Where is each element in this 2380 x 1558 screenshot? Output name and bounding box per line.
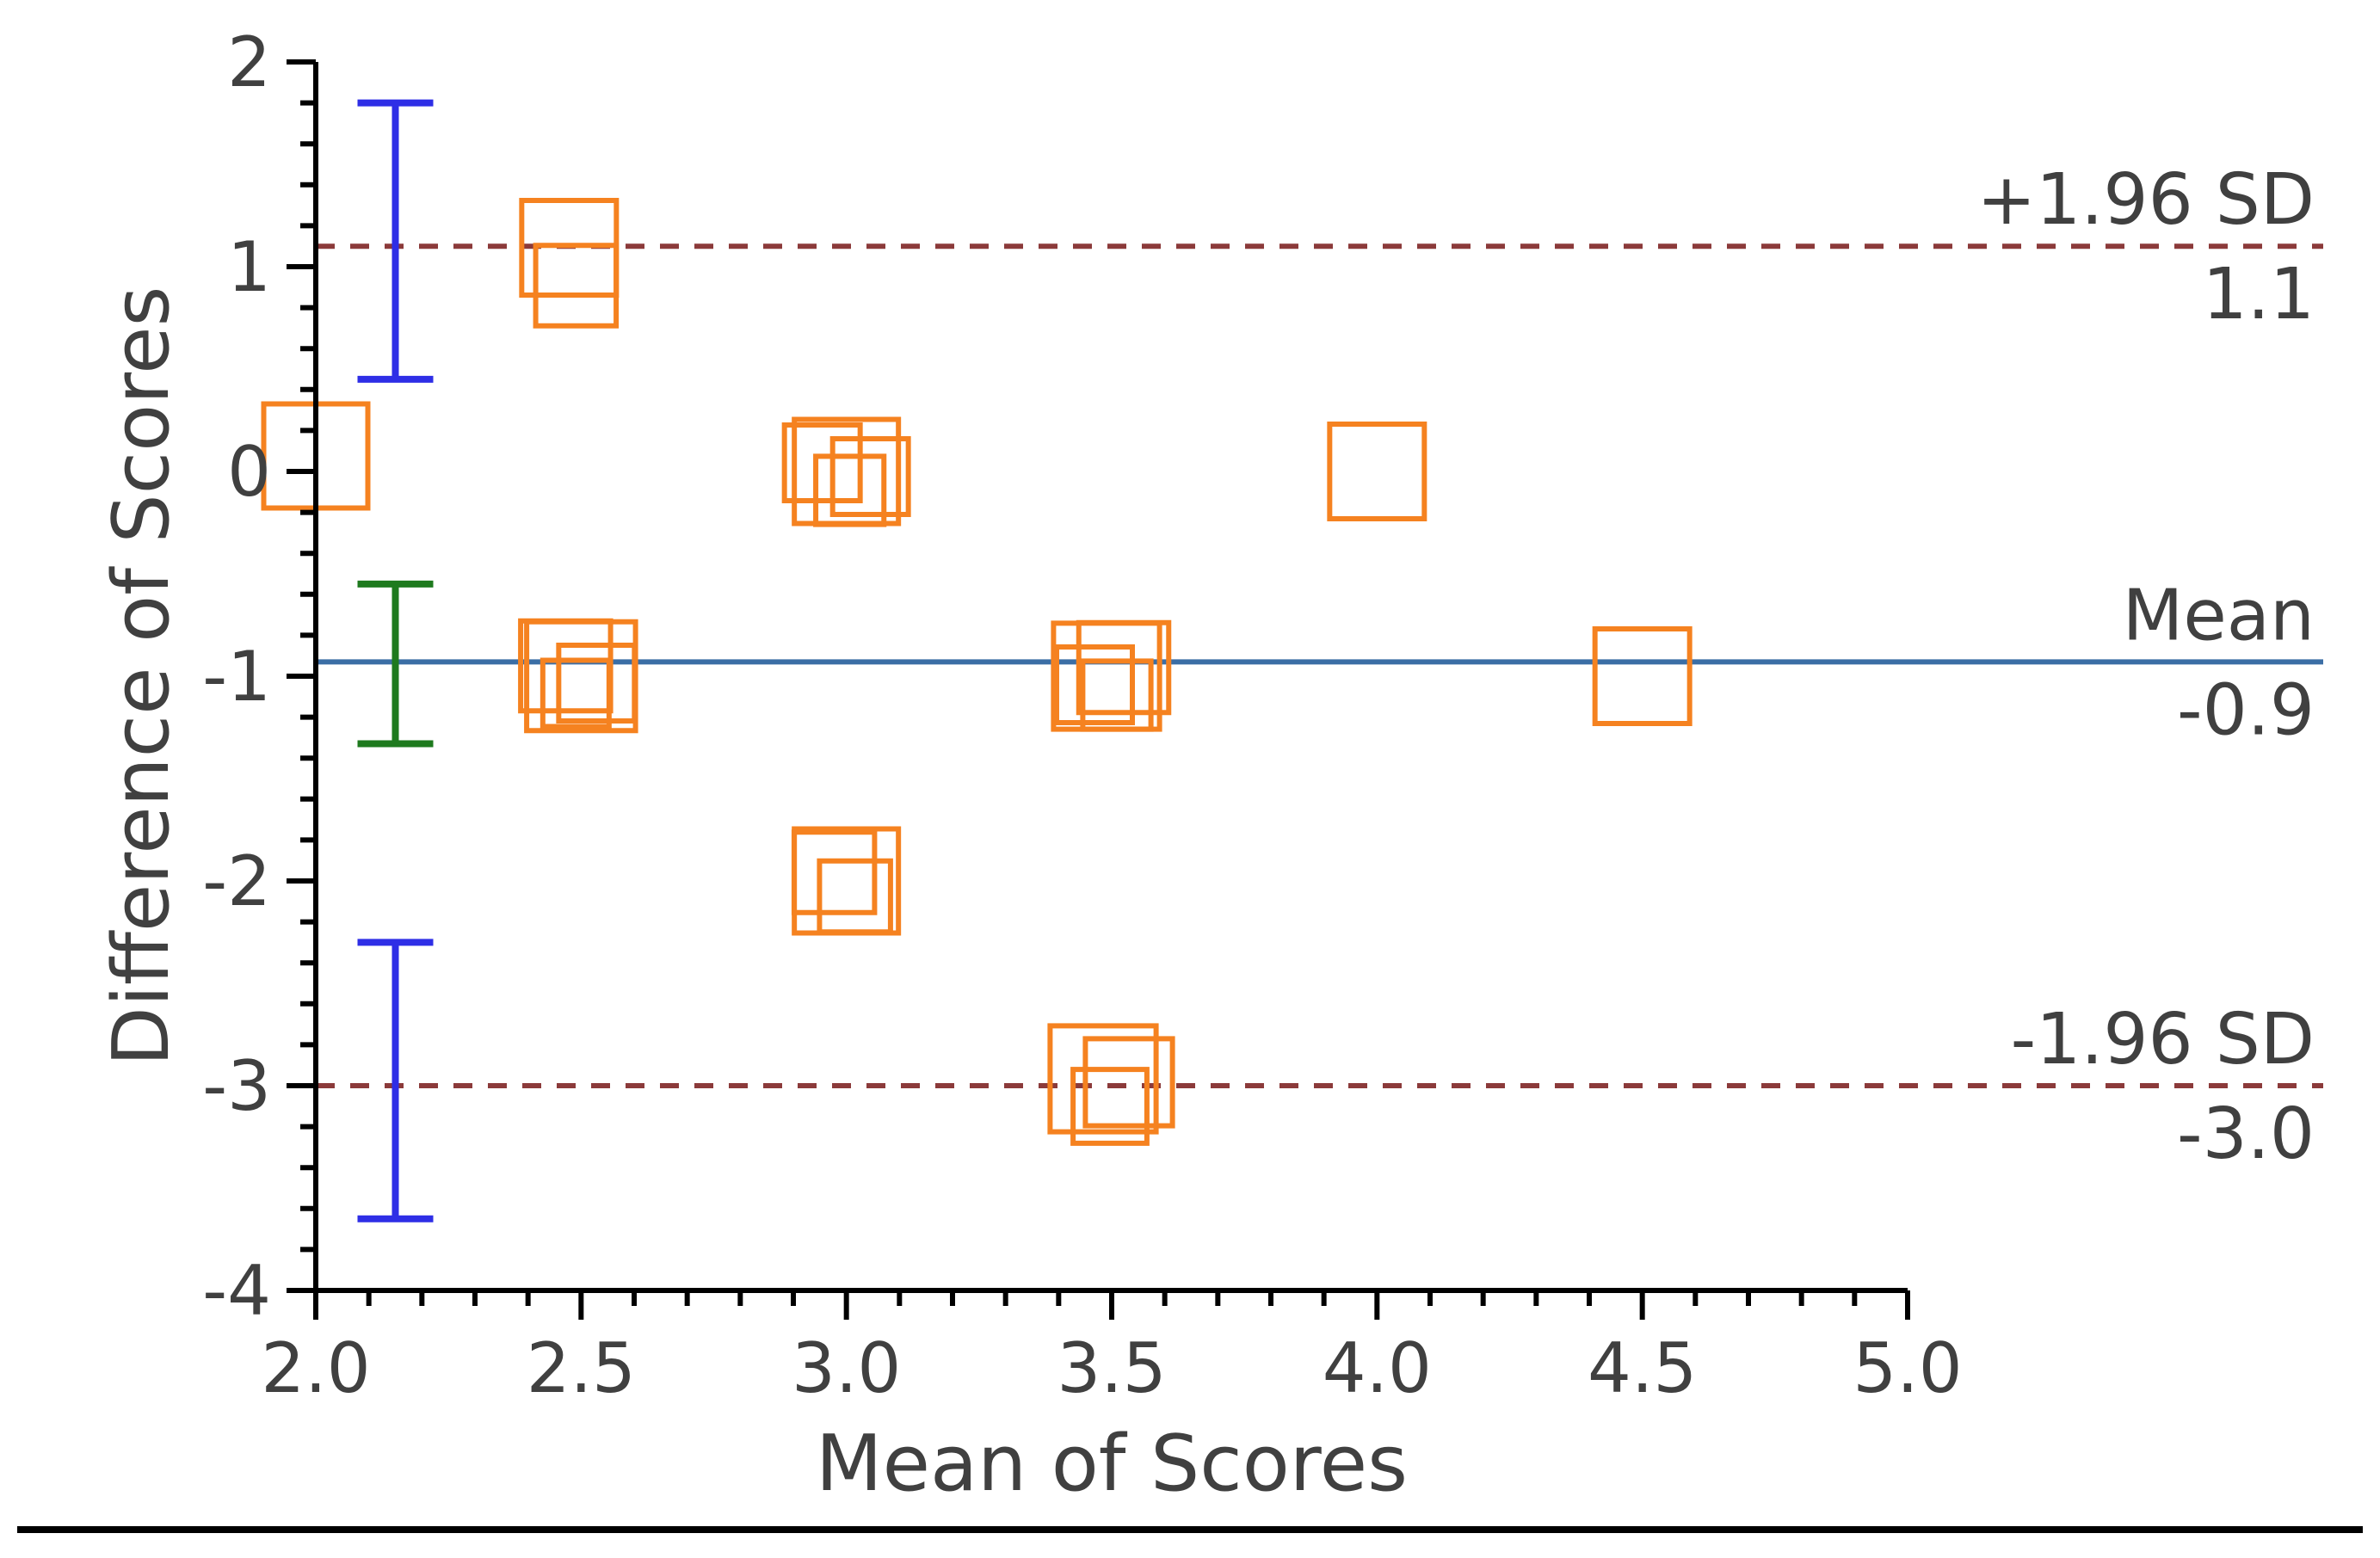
lower-limit-value: -3.0	[2177, 1093, 2315, 1175]
upper-limit-label: +1.96 SD	[1976, 159, 2315, 241]
x-tick-label: 4.0	[1323, 1328, 1432, 1408]
y-tick-label: -1	[202, 637, 271, 717]
x-axis-title: Mean of Scores	[816, 1419, 1408, 1509]
x-tick-label: 4.5	[1588, 1328, 1697, 1408]
x-tick-label: 3.5	[1057, 1328, 1166, 1408]
upper-limit-value: 1.1	[2203, 254, 2315, 336]
mean-label: Mean	[2123, 575, 2315, 656]
y-tick-label: -4	[202, 1251, 271, 1331]
bland-altman-chart: 2.0 2.5 3.0 3.5 4.0 4.5 5.0 -4 -3 -2 -1 0 1 2 Mean of …	[0, 0, 2380, 1558]
x-tick-label: 3.0	[792, 1328, 901, 1408]
y-axis-title: Difference of Scores	[96, 286, 187, 1067]
y-tick-label: 1	[227, 227, 271, 307]
x-tick-label: 2.0	[261, 1328, 370, 1408]
x-tick-label: 2.5	[527, 1328, 636, 1408]
y-tick-label: 2	[227, 22, 271, 102]
mean-value: -0.9	[2177, 669, 2315, 751]
chart-svg: 2.0 2.5 3.0 3.5 4.0 4.5 5.0 -4 -3 -2 -1 0 1 2 Mean of …	[0, 0, 2380, 1558]
lower-limit-label: -1.96 SD	[2011, 999, 2315, 1081]
y-tick-label: 0	[227, 432, 271, 512]
x-tick-label: 5.0	[1853, 1328, 1962, 1408]
y-tick-label: -2	[202, 841, 271, 921]
y-tick-label: -3	[202, 1046, 271, 1126]
